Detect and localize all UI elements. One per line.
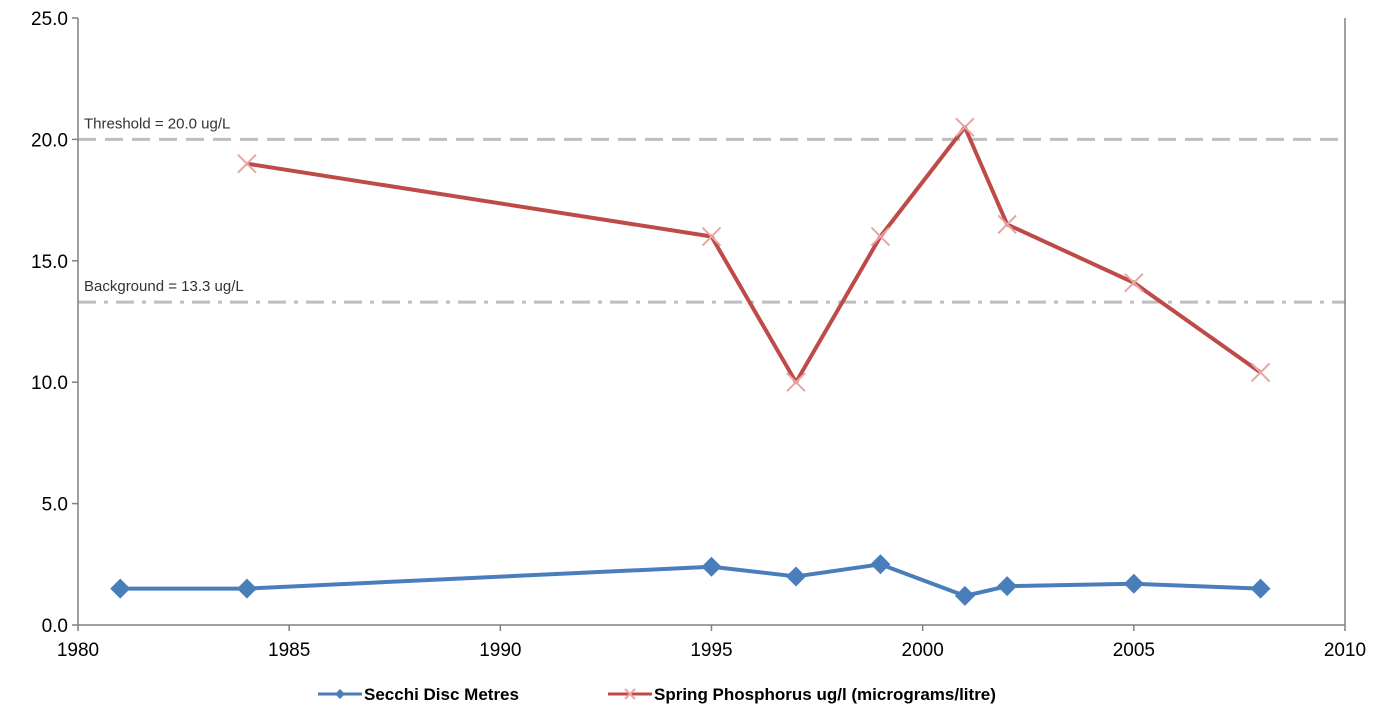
reference-lines: Threshold = 20.0 ug/L Background = 13.3 u… <box>78 115 1345 304</box>
data-point <box>954 585 975 606</box>
y-tick-label: 0.0 <box>42 616 68 637</box>
data-point <box>701 556 722 577</box>
data-point <box>236 578 257 599</box>
legend: Secchi Disc Metres Spring Phosphorus ug/l… <box>318 685 996 704</box>
data-point <box>1250 362 1271 383</box>
legend-marker <box>624 688 636 700</box>
data-point <box>870 554 891 575</box>
legend-marker <box>335 689 345 699</box>
data-point <box>997 214 1017 235</box>
axes: 0.0 5.0 10.0 15.0 20.0 25.0 1980 1985 1990 1995 20… <box>31 9 1366 661</box>
reference-line-label: Threshold = 20.0 ug/L <box>84 115 230 132</box>
plot-frame <box>77 18 1346 626</box>
data-point <box>237 153 257 174</box>
x-tick-label: 2000 <box>902 640 944 661</box>
y-tick-label: 10.0 <box>31 373 68 394</box>
data-point <box>701 226 722 247</box>
x-tick-label: 1990 <box>479 640 521 661</box>
x-tick-label: 1980 <box>57 640 99 661</box>
series-line <box>120 562 1261 598</box>
data-point <box>955 117 975 137</box>
y-tick-label: 20.0 <box>31 130 68 151</box>
series-line <box>246 125 1262 385</box>
data-point <box>997 576 1018 597</box>
legend-label: Secchi Disc Metres <box>364 685 519 704</box>
x-tick-label: 2005 <box>1113 640 1155 661</box>
data-point <box>110 578 131 599</box>
legend-label: Spring Phosphorus ug/l (micrograms/litre… <box>654 685 996 704</box>
data-point <box>1124 272 1144 293</box>
y-tick-label: 15.0 <box>31 252 68 273</box>
x-tick-label: 2010 <box>1324 640 1366 661</box>
series-layer <box>110 117 1271 606</box>
reference-line-label: Background = 13.3 ug/L <box>84 278 244 295</box>
x-tick-label: 1985 <box>268 640 310 661</box>
data-point <box>870 226 891 247</box>
y-tick-label: 5.0 <box>42 495 68 516</box>
x-tick-label: 1995 <box>690 640 732 661</box>
data-point <box>1123 573 1144 594</box>
data-point <box>786 372 806 392</box>
y-tick-label: 25.0 <box>31 9 68 30</box>
data-point <box>785 566 806 587</box>
data-point <box>1250 578 1271 599</box>
